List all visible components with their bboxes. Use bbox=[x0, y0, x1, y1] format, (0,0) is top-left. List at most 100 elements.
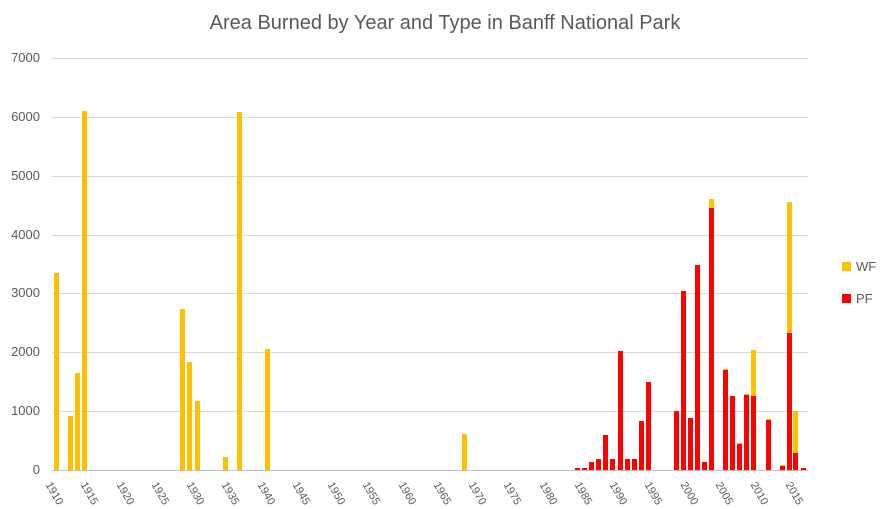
bar-2009 bbox=[751, 349, 757, 470]
x-tick-label: 1965 bbox=[430, 480, 453, 508]
bar-segment-wf bbox=[793, 411, 799, 453]
bar-1989 bbox=[610, 458, 616, 470]
bar-1988 bbox=[603, 434, 609, 470]
legend: WF PF bbox=[842, 256, 876, 320]
bar-1992 bbox=[631, 458, 637, 470]
bar-2014 bbox=[786, 201, 792, 470]
x-tick-label: 1920 bbox=[113, 480, 136, 508]
bar-1912 bbox=[67, 415, 73, 470]
bar-segment-wf bbox=[751, 349, 757, 397]
x-tick-label: 1915 bbox=[77, 480, 101, 508]
x-tick-label: 1975 bbox=[500, 480, 524, 508]
bar-segment-wf bbox=[737, 442, 743, 445]
x-tick-label: 1935 bbox=[218, 480, 242, 508]
x-tick-label: 1910 bbox=[42, 480, 66, 508]
bar-segment-wf bbox=[723, 368, 729, 370]
bar-2000 bbox=[688, 417, 693, 470]
bar-segment-wf bbox=[53, 272, 59, 470]
bar-segment-pf bbox=[589, 462, 595, 470]
legend-item-wf: WF bbox=[842, 256, 876, 276]
bar-1940 bbox=[265, 348, 270, 470]
bar-segment-wf bbox=[187, 362, 193, 470]
bar-segment-pf bbox=[603, 434, 609, 470]
y-tick-label: 7000 bbox=[11, 50, 40, 65]
chart-title: Area Burned by Year and Type in Banff Na… bbox=[209, 12, 681, 34]
bar-segment-wf bbox=[236, 111, 242, 470]
bar-2003 bbox=[709, 199, 715, 470]
bar-2015 bbox=[793, 411, 799, 470]
bar-1991 bbox=[624, 458, 630, 470]
gridline bbox=[52, 352, 808, 354]
gridline bbox=[52, 234, 808, 236]
bar-2002 bbox=[702, 462, 708, 470]
legend-swatch-wf bbox=[842, 261, 851, 271]
bar-2005 bbox=[723, 368, 729, 470]
bar-1936 bbox=[236, 111, 242, 470]
bar-1987 bbox=[596, 458, 602, 470]
bar-2008 bbox=[744, 393, 750, 470]
bar-segment-pf bbox=[779, 466, 785, 470]
bar-segment-wf bbox=[709, 199, 715, 208]
bar-segment-pf bbox=[638, 420, 644, 470]
gridline bbox=[52, 411, 808, 413]
bar-segment-pf bbox=[645, 382, 651, 470]
bar-segment-pf bbox=[596, 458, 602, 470]
gridline bbox=[52, 116, 808, 118]
bar-segment-pf bbox=[575, 467, 581, 470]
bar-segment-pf bbox=[765, 419, 771, 470]
bar-1984 bbox=[575, 467, 581, 470]
bar-segment-wf bbox=[265, 348, 270, 470]
y-tick-label: 5000 bbox=[11, 167, 40, 183]
x-tick-label: 1985 bbox=[571, 480, 594, 508]
bar-segment-wf bbox=[765, 418, 771, 420]
gridline bbox=[52, 293, 808, 295]
x-tick-label: 2000 bbox=[677, 480, 700, 508]
bar-1913 bbox=[74, 373, 80, 470]
bar-segment-pf bbox=[631, 458, 637, 470]
bar-segment-pf bbox=[688, 417, 693, 470]
legend-label-pf: PF bbox=[856, 290, 873, 306]
bar-segment-wf bbox=[222, 457, 228, 470]
bar-segment-wf bbox=[462, 434, 468, 470]
bar-1999 bbox=[680, 291, 686, 470]
y-tick-label: 6000 bbox=[11, 108, 40, 124]
bar-1994 bbox=[645, 382, 651, 470]
bar-1998 bbox=[673, 410, 679, 470]
bar-segment-pf bbox=[786, 333, 792, 470]
legend-item-pf: PF bbox=[842, 288, 876, 308]
x-tick-label: 2010 bbox=[747, 480, 771, 508]
bar-segment-pf bbox=[709, 207, 715, 470]
bar-1968 bbox=[462, 434, 468, 470]
bar-1910 bbox=[53, 272, 59, 470]
bar-1993 bbox=[638, 420, 644, 470]
gridline bbox=[52, 58, 808, 59]
bar-1929 bbox=[187, 362, 193, 470]
x-tick-label: 1955 bbox=[359, 480, 383, 508]
bar-segment-pf bbox=[610, 458, 616, 470]
bar-segment-wf bbox=[67, 415, 73, 470]
bar-segment-pf bbox=[617, 351, 623, 470]
gridline bbox=[52, 470, 808, 471]
bar-2006 bbox=[730, 396, 736, 470]
x-tick-label: 1980 bbox=[536, 480, 559, 508]
bar-1990 bbox=[617, 351, 623, 470]
bar-segment-wf bbox=[194, 400, 200, 470]
bar-2011 bbox=[765, 418, 771, 470]
bar-2013 bbox=[779, 465, 785, 470]
x-tick-label: 1950 bbox=[324, 480, 348, 508]
bar-segment-pf bbox=[744, 394, 750, 470]
y-tick-label: 2000 bbox=[11, 344, 40, 360]
bar-segment-wf bbox=[74, 373, 80, 470]
x-tick-label: 1940 bbox=[254, 480, 277, 508]
x-tick-label: 1930 bbox=[183, 480, 207, 508]
bar-segment-pf bbox=[582, 467, 588, 470]
bar-segment-wf bbox=[744, 393, 750, 395]
bar-segment-pf bbox=[793, 452, 799, 470]
x-tick-label: 1925 bbox=[148, 480, 171, 508]
bar-1928 bbox=[180, 309, 186, 470]
bar-segment-wf bbox=[81, 110, 87, 470]
bar-2001 bbox=[695, 264, 701, 470]
legend-label-wf: WF bbox=[856, 258, 877, 274]
x-tick-label: 1945 bbox=[289, 480, 312, 508]
bar-segment-pf bbox=[737, 444, 743, 470]
